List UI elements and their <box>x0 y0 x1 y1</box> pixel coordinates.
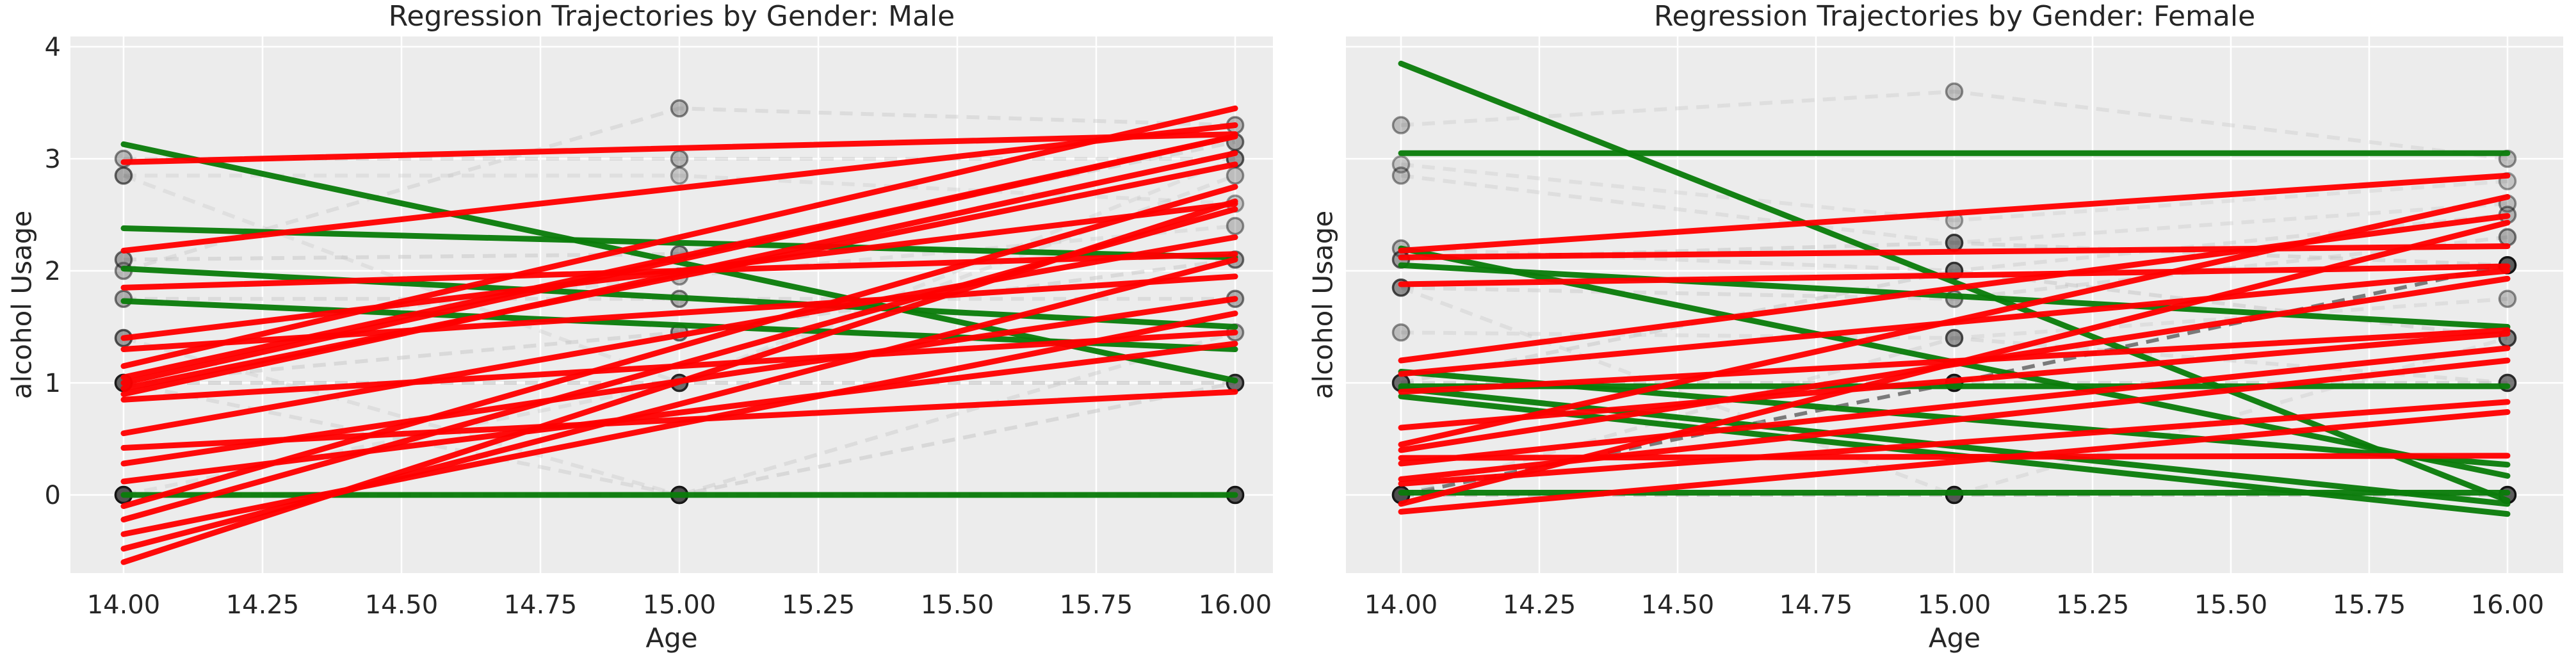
x-tick-label: 14.75 <box>504 590 578 620</box>
observed-point <box>1945 328 1964 348</box>
x-tick-label: 15.50 <box>921 590 994 620</box>
observed-point <box>2498 228 2517 247</box>
x-tick-label: 14.25 <box>1503 590 1576 620</box>
fit-line-red <box>120 131 1238 165</box>
fit-line-green <box>120 266 1238 330</box>
y-tick-label: 4 <box>45 33 61 62</box>
panel-female-title: Regression Trajectories by Gender: Femal… <box>1653 0 2256 33</box>
observed-trajectory <box>1400 162 2508 223</box>
observed-trajectory <box>1400 89 2508 161</box>
x-tick-label: 16.00 <box>1199 590 1272 620</box>
y-tick-label: 3 <box>45 145 61 174</box>
fit-line-red <box>1398 243 2511 261</box>
observed-point <box>670 166 689 185</box>
fit-line-green <box>120 225 1238 261</box>
x-tick-label: 15.75 <box>2333 590 2406 620</box>
panel-female-xaxis-label: Age <box>1928 622 1981 654</box>
panel-1: 14.00 14.25 14.50 14.75 15.00 15.25 15.50 15.75… <box>1346 36 2563 620</box>
observed-point <box>114 166 133 185</box>
fit-line-red <box>1398 330 2511 431</box>
fit-line-red <box>1398 220 2511 507</box>
x-tick-label: 15.25 <box>2056 590 2130 620</box>
observed-point <box>1226 166 1245 185</box>
observed-point <box>114 250 133 269</box>
x-tick-label: 15.00 <box>1918 590 1991 620</box>
observed-trajectory <box>1400 296 2508 341</box>
x-tick-label: 15.75 <box>1060 590 1133 620</box>
fit-line-red <box>120 122 1238 254</box>
observed-point <box>1945 234 1964 252</box>
observed-point <box>1226 216 1245 236</box>
x-tick-label: 16.00 <box>2471 590 2545 620</box>
fit-line-red <box>120 234 1238 437</box>
fit-line-green <box>1398 262 2511 330</box>
x-tick-label: 15.25 <box>782 590 855 620</box>
fit-line-red <box>120 198 1238 565</box>
observed-point <box>1391 116 1411 134</box>
fit-line-red <box>120 341 1238 485</box>
y-tick-label: 1 <box>45 369 61 398</box>
x-tick-label: 14.50 <box>365 590 439 620</box>
x-tick-label: 14.00 <box>1365 590 1438 620</box>
panel-male-yaxis-label: alcohol Usage <box>6 210 38 400</box>
x-tick-label: 14.50 <box>1641 590 1715 620</box>
observed-trajectory <box>123 330 1236 497</box>
fit-line-red <box>120 150 1238 397</box>
panel-0: 14.00 14.25 14.50 14.75 15.00 15.25 15.50 15.75… <box>45 33 1273 620</box>
observed-point <box>670 149 689 168</box>
fit-line-red <box>120 311 1238 537</box>
observed-point <box>670 99 689 118</box>
observed-point <box>1391 155 1411 174</box>
observed-point <box>1391 166 1411 185</box>
x-tick-label: 14.00 <box>87 590 161 620</box>
fit-line-red <box>1398 399 2511 487</box>
observed-trajectory <box>123 174 1236 497</box>
fit-line-red <box>120 133 1238 386</box>
observed-trajectory <box>124 174 1236 206</box>
x-tick-label: 15.50 <box>2194 590 2268 620</box>
fit-line-red <box>1398 194 2511 448</box>
y-tick-label: 2 <box>45 257 61 286</box>
x-tick-label: 14.25 <box>226 590 300 620</box>
observed-trajectory <box>123 106 1236 273</box>
x-tick-label: 14.75 <box>1779 590 1853 620</box>
fit-line-green <box>1398 385 2511 507</box>
panel-male-title: Regression Trajectories by Gender: Male <box>388 0 955 33</box>
observed-point <box>2498 289 2517 308</box>
panel-male-xaxis-label: Age <box>645 622 698 654</box>
fit-line-red <box>1398 172 2511 254</box>
observed-point <box>114 166 133 185</box>
fit-line-red <box>1398 409 2511 515</box>
fit-line-red <box>1398 345 2511 467</box>
y-tick-label: 0 <box>45 481 61 510</box>
fit-line-red <box>120 105 1238 369</box>
observed-point <box>1945 82 1964 101</box>
fit-line-red <box>120 184 1238 509</box>
x-tick-label: 15.00 <box>643 590 717 620</box>
panel-female-yaxis-label: alcohol Usage <box>1307 210 1339 400</box>
fit-line-red <box>1398 453 2511 461</box>
observed-point <box>1391 323 1411 342</box>
